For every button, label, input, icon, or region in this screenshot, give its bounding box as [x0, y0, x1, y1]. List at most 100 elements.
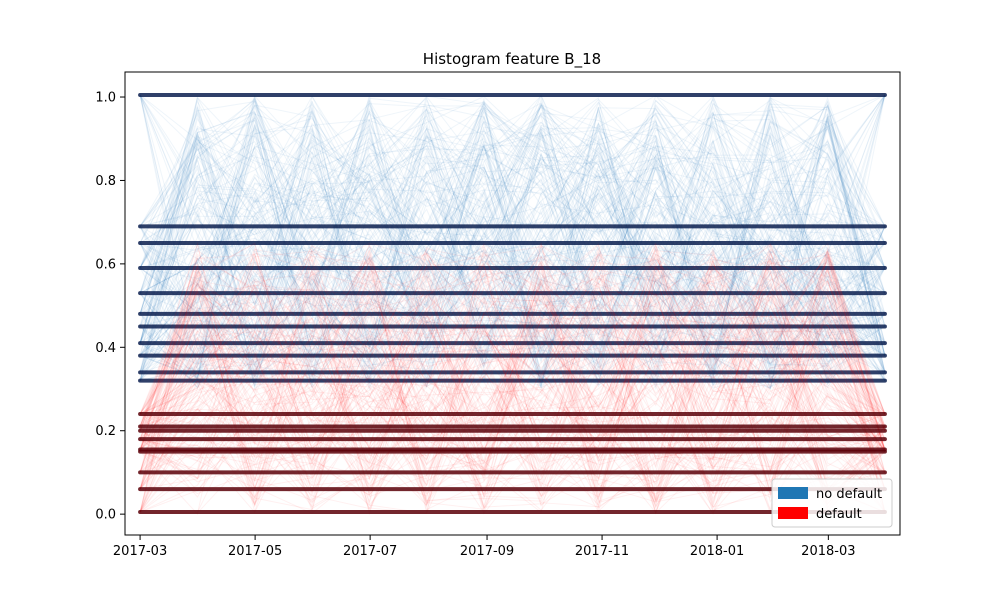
- series-trace: [139, 258, 886, 480]
- series-trace: [140, 117, 886, 373]
- series-trace: [139, 259, 886, 484]
- x-tick-label: 2017-07: [343, 544, 397, 559]
- series-trace: [139, 119, 886, 389]
- series-trace: [139, 136, 886, 378]
- series-trace: [139, 269, 885, 490]
- series-trace: [139, 320, 886, 497]
- series-trace: [139, 242, 886, 513]
- series-trace: [139, 105, 886, 389]
- series-trace: [139, 94, 886, 356]
- series-trace: [139, 99, 886, 373]
- series-trace: [139, 252, 886, 513]
- series-trace: [139, 114, 886, 385]
- series-trace: [139, 95, 885, 375]
- series-trace: [139, 123, 886, 327]
- series-trace: [139, 94, 886, 357]
- series-trace: [139, 254, 886, 512]
- series-trace: [139, 254, 886, 514]
- series-trace: [139, 121, 886, 381]
- series-trace: [139, 94, 886, 371]
- series-trace: [139, 94, 886, 344]
- series-trace: [140, 249, 885, 478]
- series-trace: [139, 269, 886, 476]
- series-trace: [139, 101, 886, 382]
- series-trace: [139, 265, 886, 509]
- x-tick-label: 2018-03: [801, 544, 855, 559]
- series-trace: [139, 267, 886, 510]
- series-trace: [139, 258, 886, 494]
- series-trace: [139, 257, 886, 516]
- series-trace: [140, 249, 886, 513]
- series-trace: [139, 250, 886, 488]
- series-trace: [139, 257, 886, 449]
- series-trace: [139, 100, 885, 371]
- series-trace: [139, 126, 886, 360]
- series-trace: [139, 103, 886, 378]
- series-trace: [139, 261, 886, 498]
- series-trace: [139, 251, 886, 508]
- series-trace: [139, 261, 886, 508]
- series-trace: [139, 103, 885, 379]
- series-trace: [139, 243, 886, 513]
- series-trace: [139, 255, 886, 501]
- series-trace: [139, 97, 886, 366]
- series-trace: [139, 94, 886, 373]
- series-trace: [139, 248, 886, 490]
- series-trace: [139, 94, 885, 386]
- series-trace: [139, 281, 886, 515]
- series-trace: [139, 99, 886, 389]
- series-trace: [139, 280, 886, 494]
- series-trace: [139, 263, 886, 513]
- series-trace: [139, 243, 886, 515]
- series-trace: [139, 113, 886, 386]
- series-trace: [139, 135, 886, 365]
- series-trace: [139, 114, 886, 315]
- series-trace: [139, 262, 886, 465]
- series-trace: [139, 258, 886, 490]
- series-trace: [139, 96, 886, 359]
- x-tick-label: 2018-01: [690, 544, 744, 559]
- series-trace: [139, 286, 886, 515]
- series-trace: [139, 117, 886, 384]
- series-trace: [139, 310, 886, 515]
- series-trace: [139, 129, 886, 380]
- series-trace: [139, 94, 886, 359]
- series-trace: [139, 96, 886, 378]
- series-trace: [139, 242, 886, 514]
- series-trace: [139, 95, 886, 340]
- series-trace: [139, 243, 886, 497]
- series-trace: [139, 106, 886, 381]
- x-tick-label: 2017-03: [113, 544, 167, 559]
- series-trace: [139, 112, 886, 384]
- series-trace: [139, 105, 886, 373]
- y-tick-label: 1.0: [95, 91, 116, 106]
- series-trace: [139, 101, 885, 383]
- series-trace: [139, 96, 886, 366]
- series-trace: [139, 246, 886, 513]
- series-trace: [139, 142, 885, 348]
- series-trace: [139, 110, 885, 344]
- series-trace: [139, 290, 886, 506]
- series-trace: [139, 265, 886, 480]
- series-trace: [139, 103, 886, 381]
- series-trace: [139, 125, 886, 386]
- series-trace: [139, 272, 886, 513]
- series-trace: [139, 248, 886, 513]
- series-trace: [139, 94, 886, 384]
- series-trace: [139, 258, 886, 513]
- plot-frame: [124, 71, 901, 536]
- series-trace: [139, 256, 886, 508]
- series-trace: [139, 303, 886, 513]
- series-trace: [139, 104, 886, 373]
- series-trace: [139, 109, 886, 388]
- series-trace: [139, 242, 885, 513]
- series-trace: [139, 242, 886, 500]
- series-trace: [139, 112, 886, 391]
- series-trace: [139, 132, 886, 389]
- y-tick-label: 0.2: [95, 424, 116, 439]
- series-trace: [139, 273, 886, 494]
- series-trace: [139, 251, 886, 513]
- x-tick-label: 2017-09: [460, 544, 514, 559]
- series-trace: [139, 141, 886, 390]
